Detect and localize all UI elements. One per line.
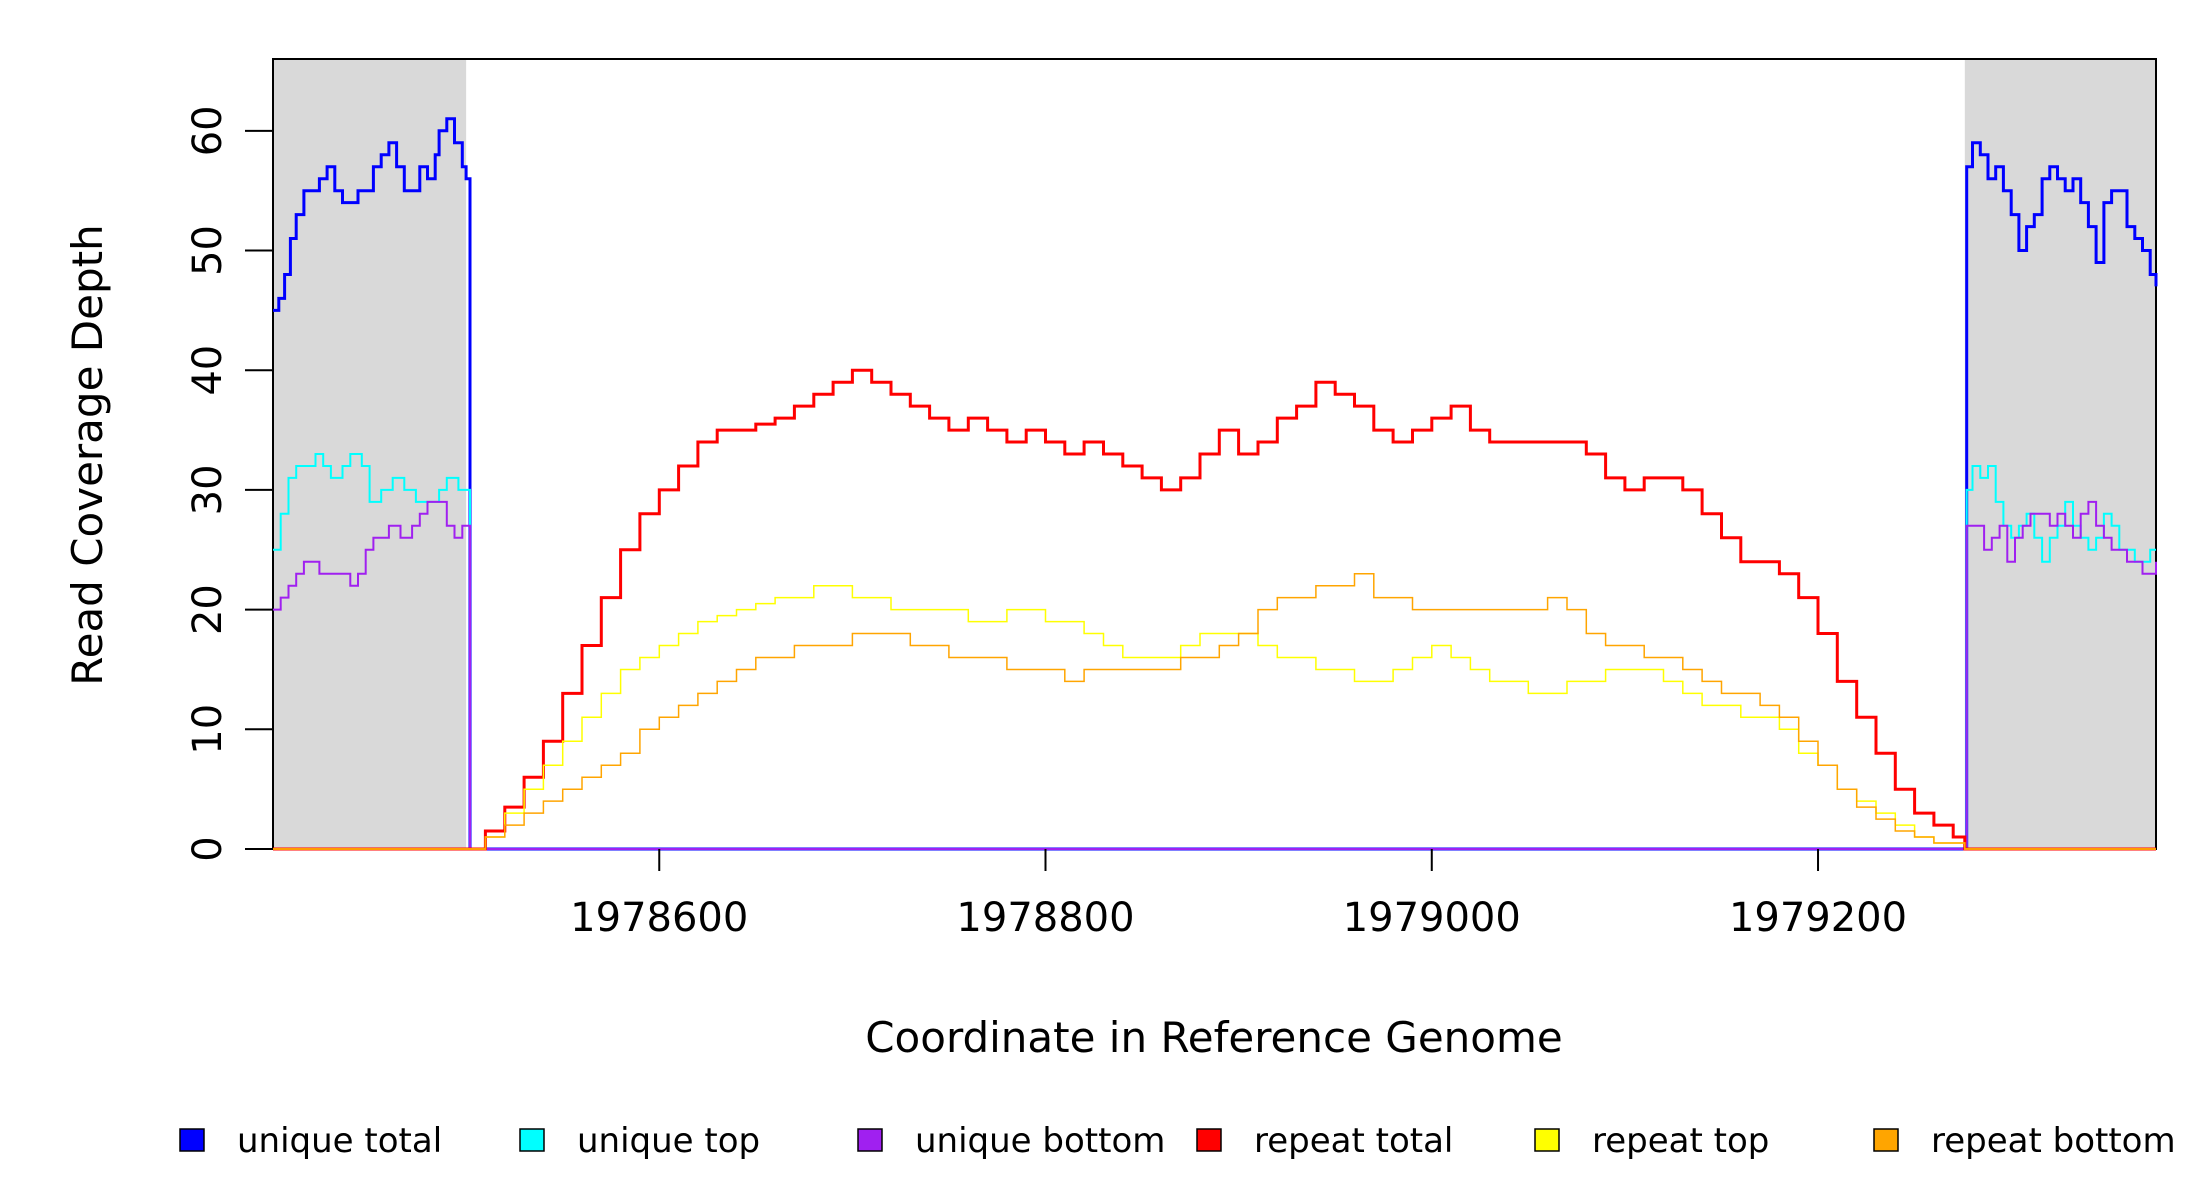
- legend-label-repeat-total: repeat total: [1254, 1121, 1453, 1161]
- y-axis-title: Read Coverage Depth: [63, 224, 112, 685]
- x-axis-title: Coordinate in Reference Genome: [865, 1013, 1563, 1062]
- y-tick-label: 20: [185, 584, 231, 635]
- x-tick-label: 1979200: [1729, 895, 1907, 941]
- legend-label-unique-bottom: unique bottom: [915, 1121, 1165, 1161]
- y-tick-label: 60: [185, 105, 231, 156]
- y-tick-label: 30: [185, 464, 231, 515]
- series-layer: [273, 117, 2158, 851]
- legend-swatch-unique-total: [179, 1128, 205, 1152]
- legend-swatch-unique-top: [519, 1128, 545, 1152]
- series-unique-bottom: [273, 500, 2157, 850]
- x-axis: 1978600 1978800 1979000 1979200: [570, 849, 1907, 941]
- series-unique-top: [273, 453, 2156, 850]
- x-tick-label: 1979000: [1343, 895, 1521, 941]
- y-tick-label: 50: [185, 225, 231, 276]
- legend-label-unique-total: unique total: [237, 1121, 442, 1161]
- legend-label-unique-top: unique top: [577, 1121, 760, 1161]
- legend-label-repeat-bottom: repeat bottom: [1931, 1121, 2176, 1161]
- legend: unique total unique top unique bottom repea…: [179, 1121, 2176, 1161]
- legend-label-repeat-top: repeat top: [1592, 1121, 1769, 1161]
- x-tick-label: 1978800: [956, 895, 1134, 941]
- series-repeat-total: [273, 368, 2156, 851]
- legend-swatch-repeat-total: [1196, 1128, 1222, 1152]
- legend-swatch-repeat-top: [1534, 1128, 1560, 1152]
- y-tick-label: 0: [185, 836, 231, 861]
- series-unique-total: [273, 117, 2158, 851]
- series-repeat-top: [273, 584, 2156, 850]
- x-tick-label: 1978600: [570, 895, 748, 941]
- y-tick-label: 10: [185, 704, 231, 755]
- y-tick-label: 40: [185, 345, 231, 396]
- legend-swatch-repeat-bottom: [1873, 1128, 1899, 1152]
- series-repeat-bottom: [273, 572, 2156, 850]
- y-axis: 0 10 20 30 40 50 60: [185, 105, 273, 862]
- legend-swatch-unique-bottom: [857, 1128, 883, 1152]
- shaded-region-1: [273, 59, 467, 849]
